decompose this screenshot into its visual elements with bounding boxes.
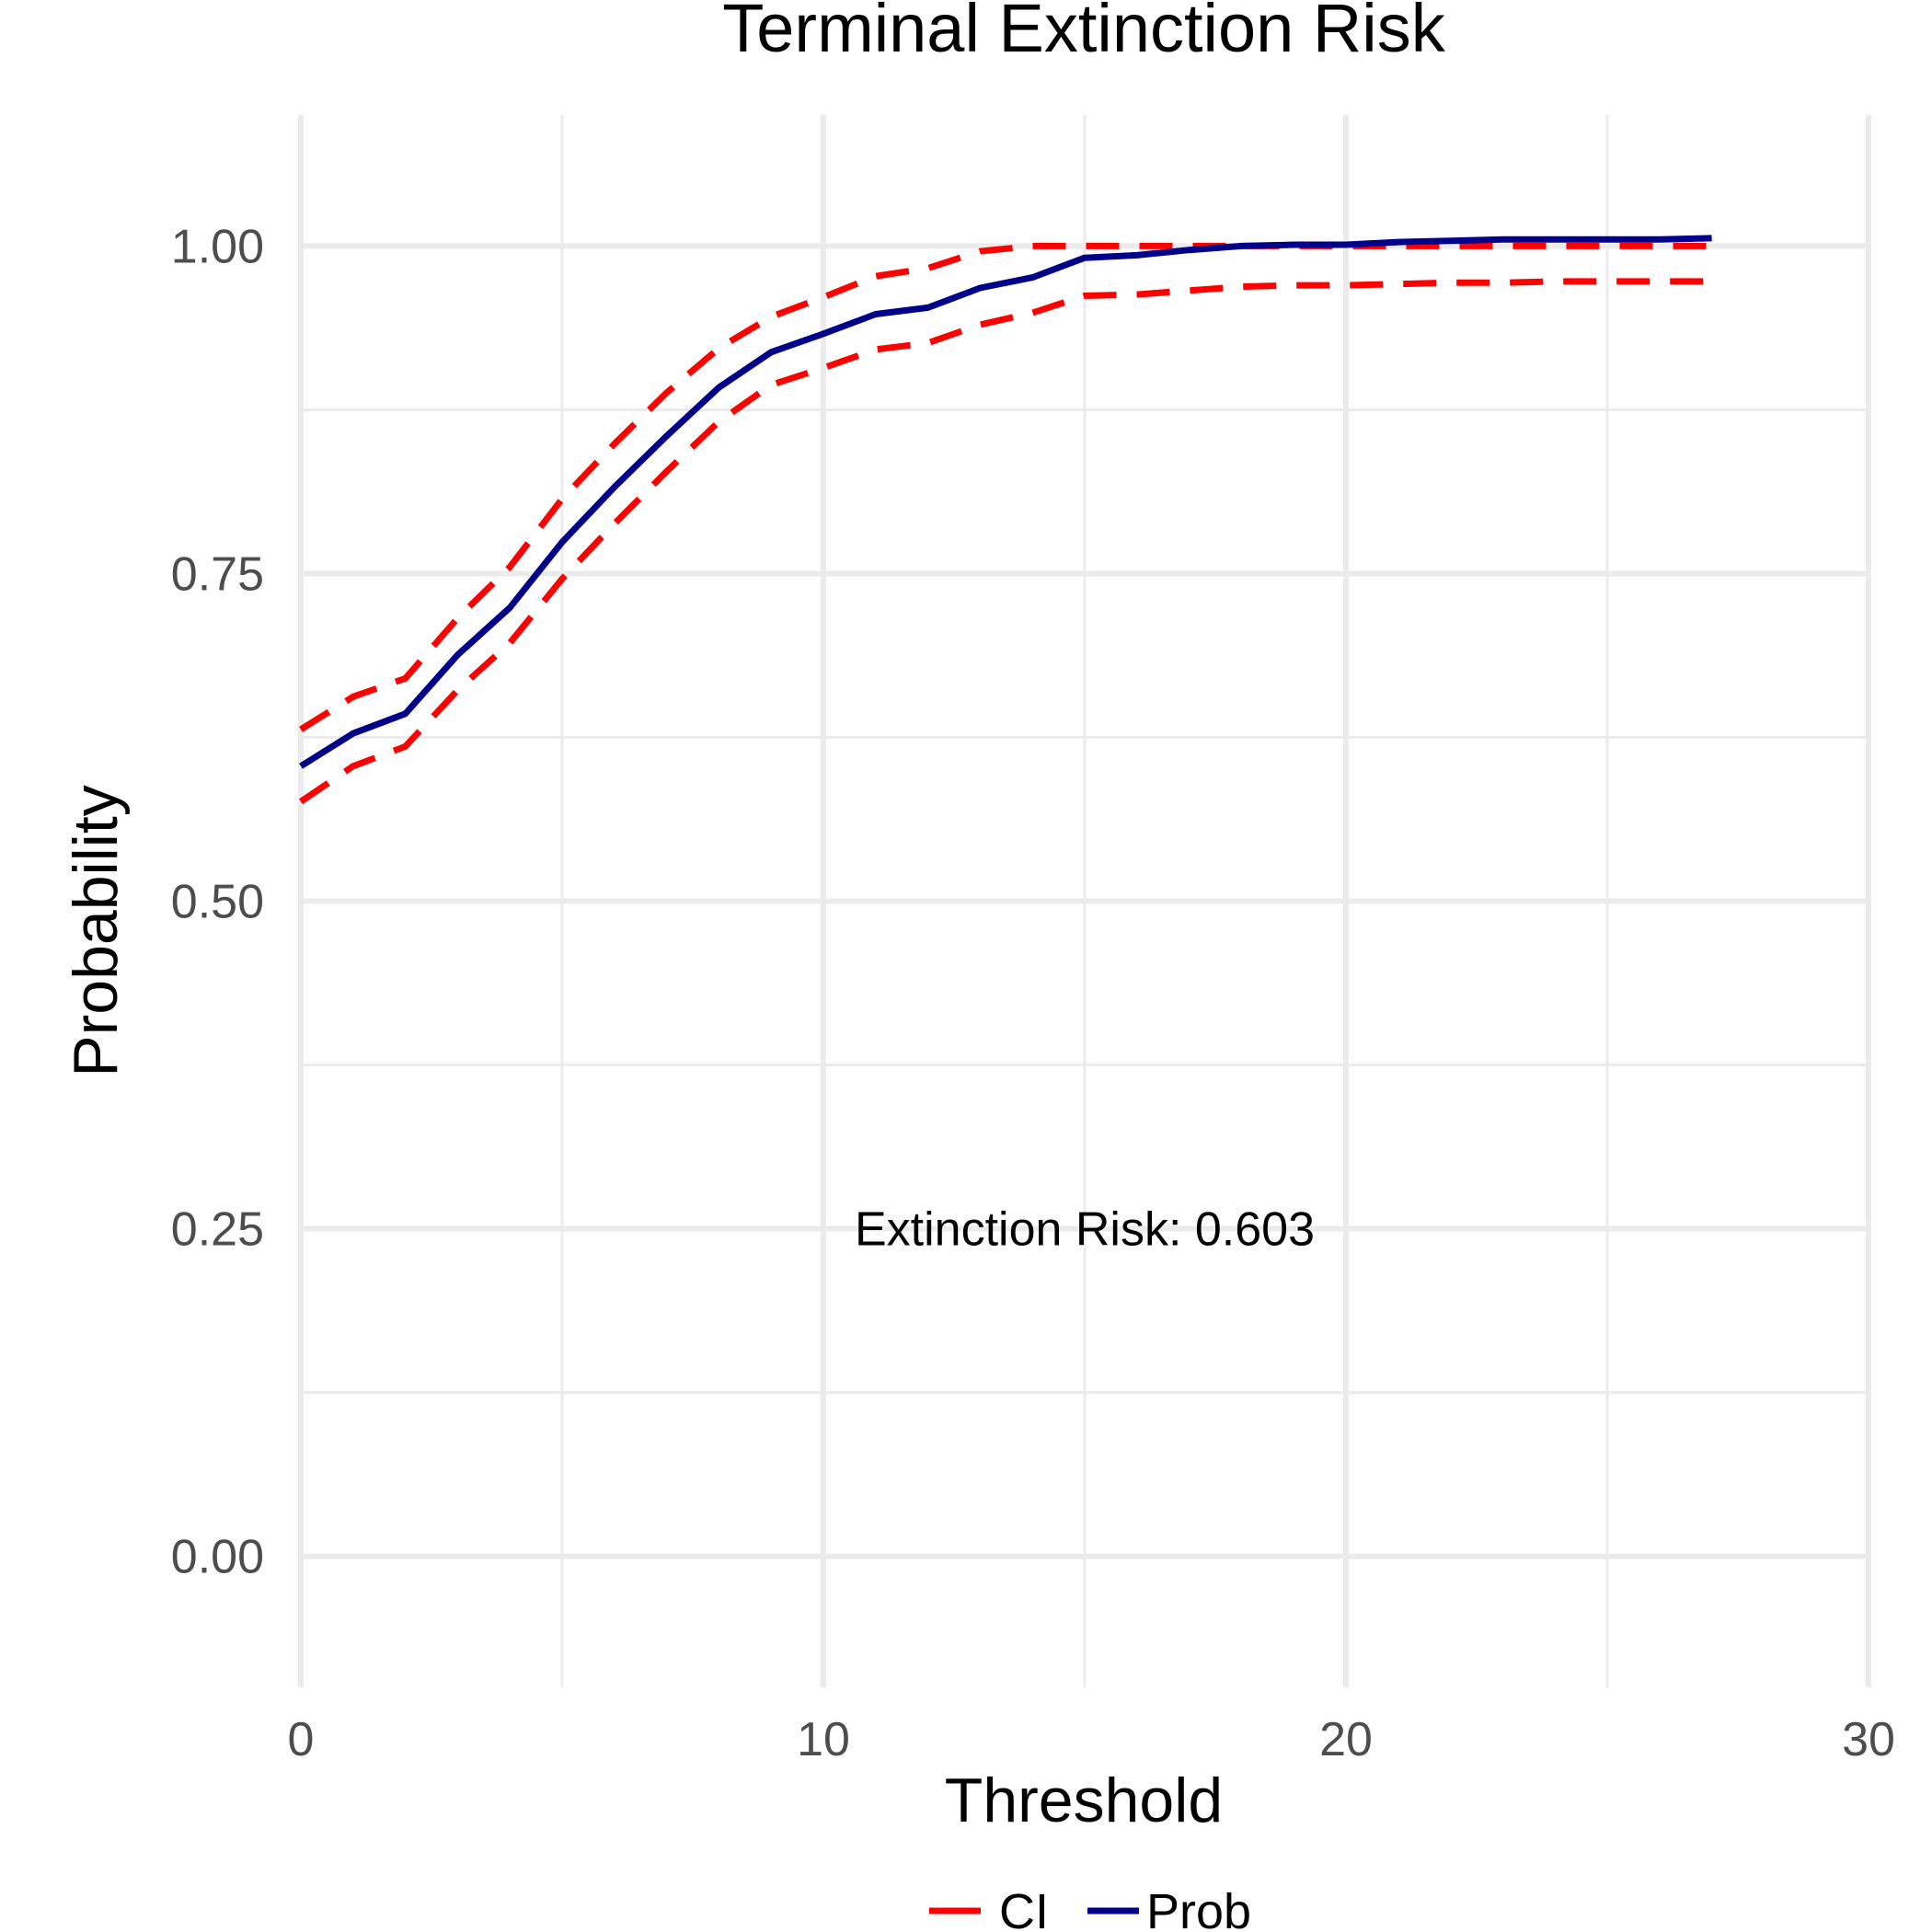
series-layer bbox=[299, 235, 1712, 805]
ci-bound-line bbox=[299, 242, 1712, 732]
x-tick-label: 10 bbox=[797, 1713, 850, 1766]
legend-prob-label: Prob bbox=[1146, 1884, 1251, 1932]
y-tick-label: 0.25 bbox=[171, 1203, 264, 1257]
prob-line bbox=[299, 235, 1712, 769]
tick-labels: 0 10 20 30 0.00 0.25 0.50 0.75 1.00 bbox=[171, 220, 1895, 1766]
annotation-extinction-risk: Extinction Risk: 0.603 bbox=[855, 1203, 1315, 1257]
ci-bound-line bbox=[299, 278, 1712, 805]
grid-lines bbox=[298, 115, 1871, 1687]
y-tick-label: 1.00 bbox=[171, 220, 264, 273]
x-tick-label: 30 bbox=[1842, 1713, 1895, 1766]
y-axis-title: Probability bbox=[61, 785, 131, 1077]
legend-ci-label: CI bbox=[999, 1884, 1049, 1932]
legend: CI Prob bbox=[929, 1884, 1251, 1932]
x-tick-label: 20 bbox=[1319, 1713, 1373, 1766]
y-tick-label: 0.00 bbox=[171, 1531, 264, 1584]
x-tick-label: 0 bbox=[288, 1713, 315, 1766]
chart-title: Terminal Extinction Risk bbox=[722, 0, 1445, 66]
y-tick-label: 0.75 bbox=[171, 547, 264, 601]
y-tick-label: 0.50 bbox=[171, 876, 264, 929]
x-axis-title: Threshold bbox=[945, 1765, 1223, 1835]
